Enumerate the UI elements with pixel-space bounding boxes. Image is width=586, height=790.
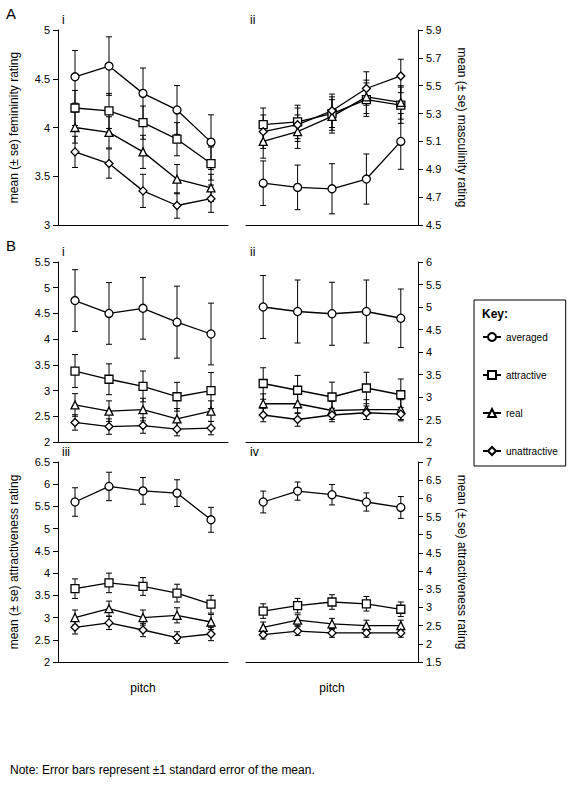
svg-text:4.5: 4.5 — [35, 307, 50, 319]
svg-text:mean (± se) femininity rating: mean (± se) femininity rating — [7, 52, 21, 203]
svg-text:B: B — [6, 237, 16, 254]
svg-text:6: 6 — [44, 478, 50, 490]
svg-text:3.5: 3.5 — [35, 589, 50, 601]
svg-text:4.5: 4.5 — [426, 324, 441, 336]
svg-text:mean (± se) attractiveness rat: mean (± se) attractiveness rating — [455, 475, 469, 650]
svg-text:4.5: 4.5 — [426, 547, 441, 559]
svg-text:attractive: attractive — [506, 370, 547, 381]
svg-text:3.5: 3.5 — [426, 583, 441, 595]
svg-text:5.3: 5.3 — [426, 108, 441, 120]
svg-text:i: i — [62, 245, 65, 259]
svg-text:unattractive: unattractive — [506, 446, 558, 457]
svg-text:iii: iii — [62, 445, 70, 459]
svg-text:6.5: 6.5 — [35, 456, 50, 468]
svg-text:ii: ii — [250, 13, 255, 27]
svg-text:5: 5 — [426, 301, 432, 313]
svg-text:iv: iv — [250, 445, 259, 459]
svg-text:5.5: 5.5 — [426, 511, 441, 523]
svg-text:6: 6 — [426, 256, 432, 268]
svg-text:i: i — [62, 13, 65, 27]
svg-text:4: 4 — [426, 346, 432, 358]
svg-text:pitch: pitch — [130, 681, 155, 695]
svg-text:4.5: 4.5 — [35, 545, 50, 557]
svg-text:2.5: 2.5 — [426, 414, 441, 426]
svg-text:pitch: pitch — [319, 681, 344, 695]
svg-text:6: 6 — [426, 492, 432, 504]
svg-text:real: real — [506, 408, 523, 419]
svg-text:4: 4 — [44, 122, 50, 134]
svg-text:5: 5 — [426, 529, 432, 541]
svg-text:5.5: 5.5 — [426, 80, 441, 92]
svg-text:4: 4 — [44, 333, 50, 345]
svg-text:1.5: 1.5 — [426, 656, 441, 668]
svg-text:5: 5 — [44, 523, 50, 535]
svg-text:2: 2 — [426, 436, 432, 448]
svg-text:2: 2 — [426, 638, 432, 650]
svg-text:3: 3 — [44, 219, 50, 231]
svg-text:4.5: 4.5 — [35, 73, 50, 85]
svg-text:4.5: 4.5 — [426, 219, 441, 231]
svg-text:3.5: 3.5 — [426, 369, 441, 381]
svg-text:5: 5 — [44, 282, 50, 294]
svg-text:2: 2 — [44, 436, 50, 448]
svg-text:2.5: 2.5 — [35, 634, 50, 646]
svg-text:3.5: 3.5 — [35, 170, 50, 182]
svg-text:4.7: 4.7 — [426, 191, 441, 203]
svg-text:6.5: 6.5 — [426, 474, 441, 486]
svg-text:3.5: 3.5 — [35, 359, 50, 371]
svg-text:2.5: 2.5 — [426, 620, 441, 632]
svg-text:4: 4 — [44, 567, 50, 579]
svg-text:5.9: 5.9 — [426, 24, 441, 36]
svg-text:5.1: 5.1 — [426, 135, 441, 147]
svg-text:3: 3 — [44, 385, 50, 397]
svg-text:7: 7 — [426, 456, 432, 468]
svg-text:4.9: 4.9 — [426, 163, 441, 175]
svg-text:3: 3 — [426, 601, 432, 613]
svg-text:Note: Error bars represent ±1: Note: Error bars represent ±1 standard e… — [10, 763, 315, 777]
svg-text:averaged: averaged — [506, 332, 548, 343]
svg-text:5: 5 — [44, 24, 50, 36]
svg-text:2.5: 2.5 — [35, 410, 50, 422]
svg-text:mean (± se) masculinity rating: mean (± se) masculinity rating — [455, 48, 469, 208]
svg-text:4: 4 — [426, 565, 432, 577]
svg-text:5.7: 5.7 — [426, 52, 441, 64]
svg-text:A: A — [6, 5, 16, 22]
svg-text:ii: ii — [250, 245, 255, 259]
svg-text:2: 2 — [44, 656, 50, 668]
svg-text:5.5: 5.5 — [426, 279, 441, 291]
svg-text:5.5: 5.5 — [35, 500, 50, 512]
svg-text:3: 3 — [426, 391, 432, 403]
svg-text:3: 3 — [44, 612, 50, 624]
svg-text:5.5: 5.5 — [35, 256, 50, 268]
svg-text:mean (± se) attractiveness rat: mean (± se) attractiveness rating — [7, 475, 21, 650]
